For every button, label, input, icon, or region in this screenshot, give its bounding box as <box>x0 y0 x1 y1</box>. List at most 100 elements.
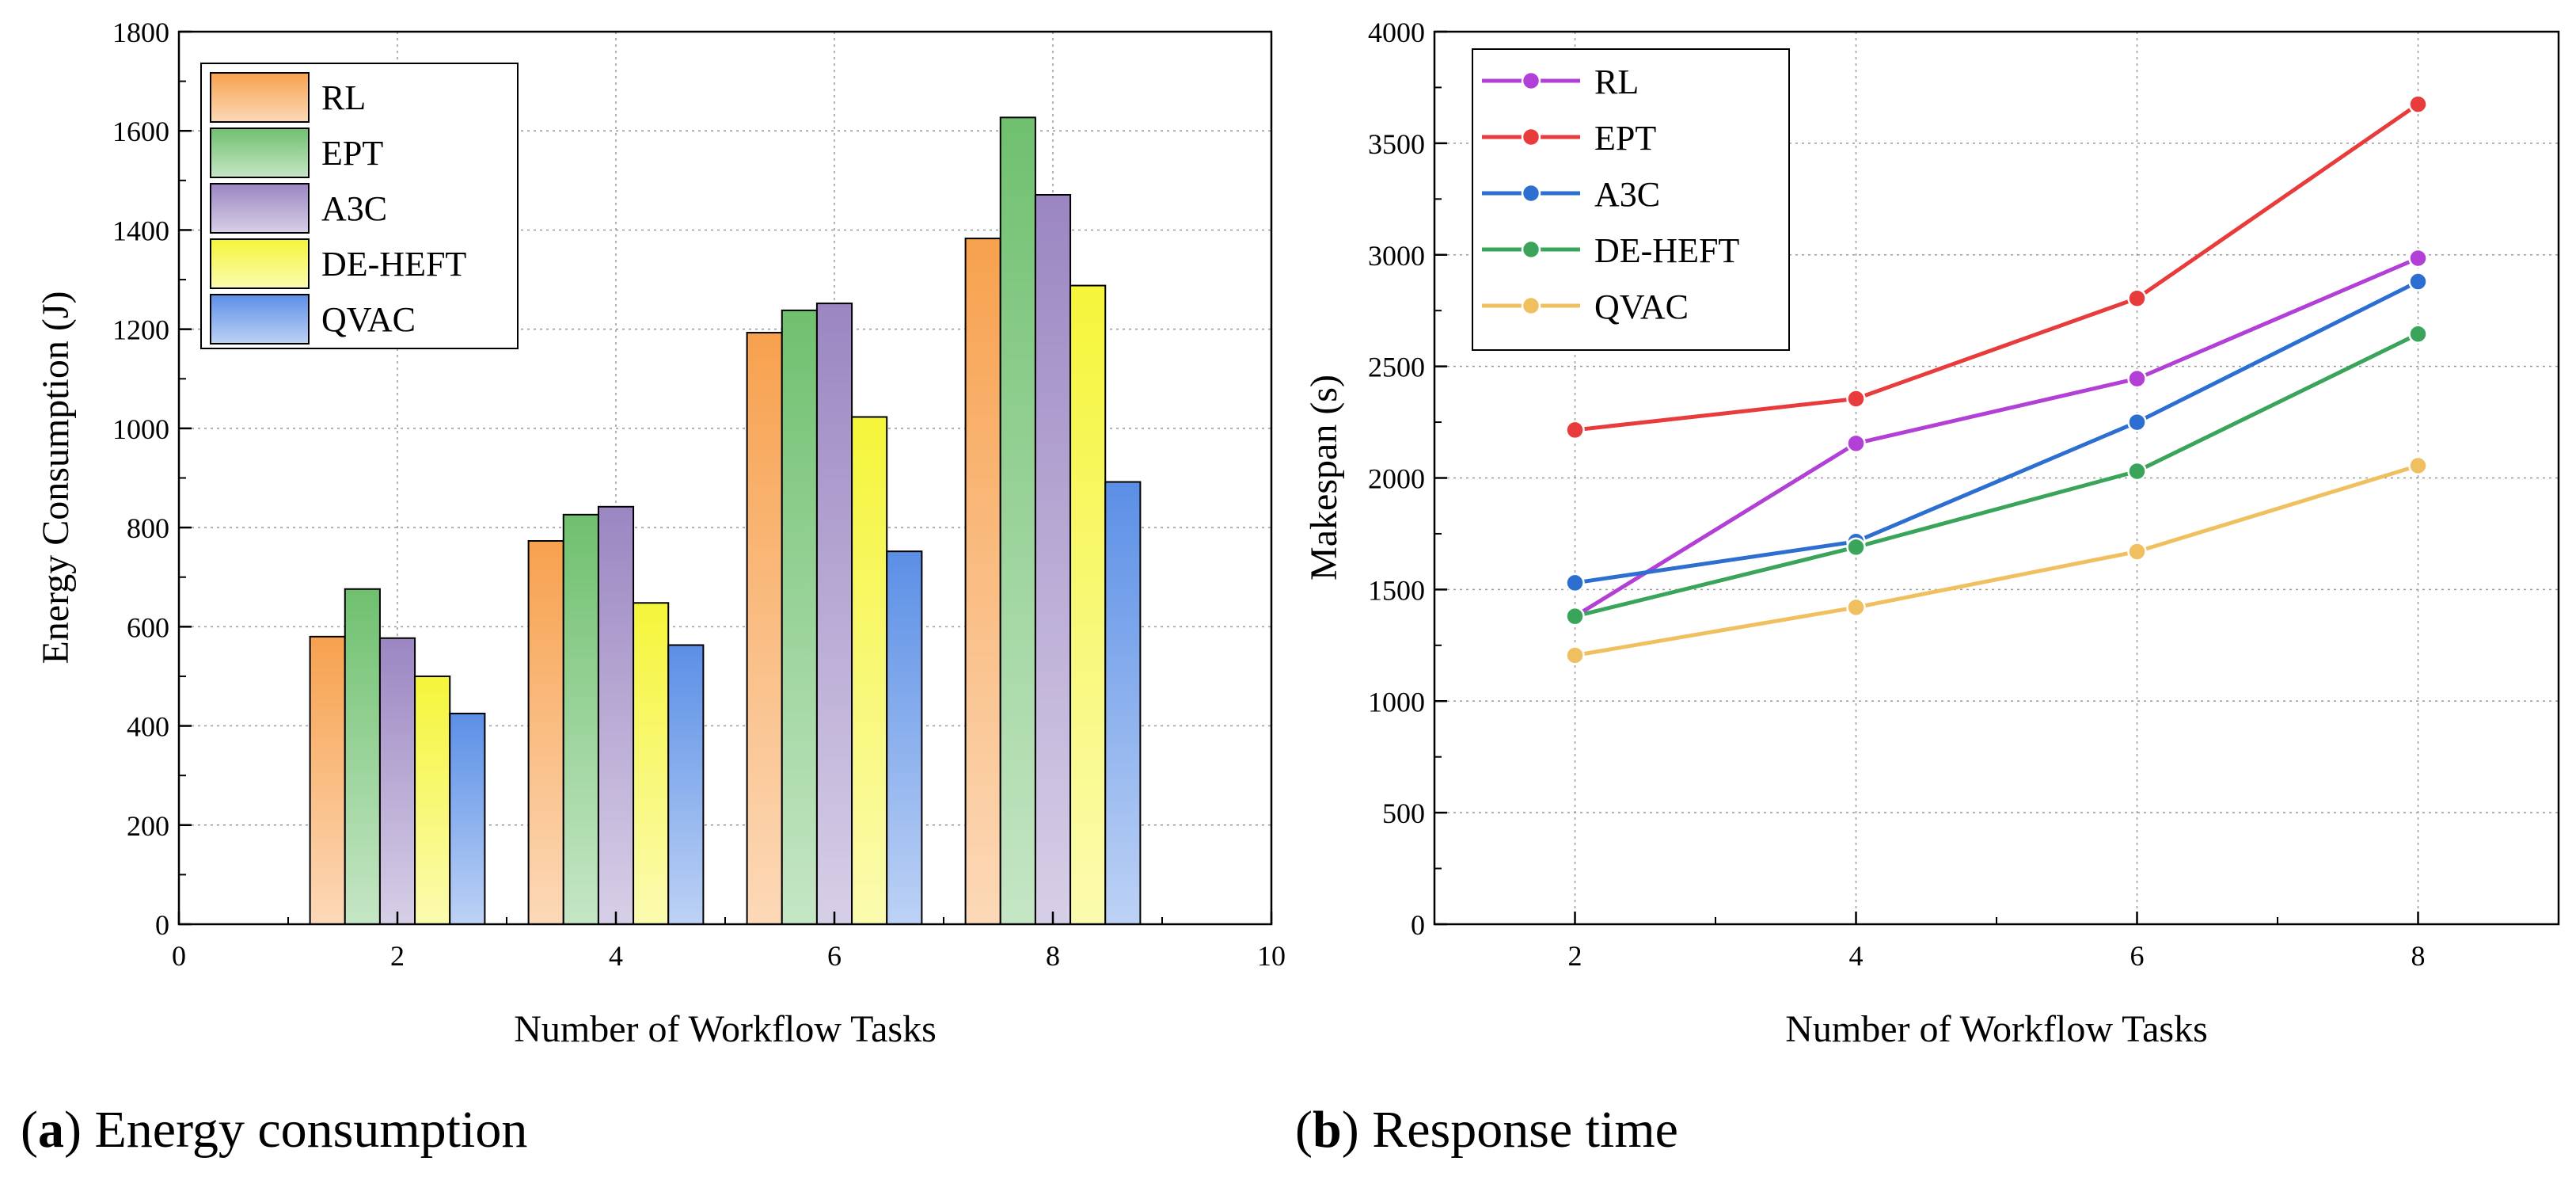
makespan-y-tick-label: 2000 <box>1368 463 1425 495</box>
energy-y-tick-label: 600 <box>127 611 169 643</box>
makespan-legend-marker <box>1521 239 1541 260</box>
energy-bar-a3c-8 <box>1034 193 1072 926</box>
energy-bar-qvac-4 <box>667 644 705 925</box>
makespan-point-ept-4 <box>1846 389 1866 409</box>
energy-caption-text: Energy consumption <box>82 1101 527 1159</box>
energy-bar-qvac-2 <box>449 712 486 925</box>
makespan-point-de-heft-2 <box>1565 606 1585 626</box>
energy-bar-ept-4 <box>562 513 599 925</box>
makespan-caption-text: Response time <box>1359 1101 1678 1159</box>
makespan-caption: (b) Response time <box>1295 1101 1678 1159</box>
makespan-legend-label: A3C <box>1594 175 1660 214</box>
energy-legend: RL EPT A3C DE-HEFT QVAC <box>200 63 519 349</box>
energy-grid <box>179 32 1271 924</box>
makespan-point-qvac-2 <box>1565 645 1585 665</box>
makespan-y-tick-label: 4000 <box>1368 17 1425 48</box>
energy-y-tick-label: 1400 <box>112 215 169 246</box>
makespan-legend-marker <box>1521 295 1541 316</box>
makespan-point-ept-8 <box>2408 94 2428 114</box>
makespan-point-rl-6 <box>2127 368 2147 389</box>
makespan-legend-label: DE-HEFT <box>1594 231 1739 270</box>
energy-legend-swatch <box>210 238 310 289</box>
makespan-legend-marker <box>1521 183 1541 204</box>
makespan-x-tick-label: 6 <box>2130 940 2145 972</box>
makespan-legend-label: EPT <box>1594 119 1656 158</box>
energy-bar-chart: 0 2 4 6 8 10 0 200 400 600 800 1000 1200 1400 1600 1800… <box>21 17 1286 1159</box>
makespan-legend-marker <box>1521 70 1541 91</box>
makespan-point-ept-6 <box>2127 288 2147 308</box>
makespan-legend-marker <box>1521 127 1541 147</box>
makespan-y-axis-label: Makespan (s) <box>1303 375 1345 581</box>
makespan-point-de-heft-4 <box>1846 537 1866 558</box>
energy-y-tick-label: 1200 <box>112 314 169 346</box>
energy-x-tick-label: 6 <box>827 940 842 972</box>
energy-y-tick-label: 1800 <box>112 17 169 48</box>
energy-y-axis-label: Energy Consumption (J) <box>35 291 77 664</box>
energy-x-tick-label: 8 <box>1046 940 1060 972</box>
makespan-y-tick-label: 2500 <box>1368 352 1425 383</box>
energy-bar-rl-8 <box>964 238 1001 926</box>
energy-x-tick-label: 2 <box>390 940 405 972</box>
energy-y-tick-label: 800 <box>127 512 169 544</box>
makespan-point-qvac-6 <box>2127 542 2147 562</box>
energy-bar-a3c-4 <box>597 505 635 925</box>
energy-legend-label: QVAC <box>321 300 416 339</box>
makespan-point-de-heft-8 <box>2408 324 2428 345</box>
energy-bar-ept-2 <box>344 588 381 925</box>
makespan-lines <box>1565 94 2428 665</box>
energy-x-tick-label: 4 <box>609 940 623 972</box>
energy-legend-swatch <box>210 183 310 234</box>
makespan-ticks: 2 4 6 8 0 500 1000 1500 2000 2500 3000 3500 4000 <box>1368 17 2426 972</box>
energy-bar-de-heft-6 <box>851 416 888 925</box>
energy-caption-letter: a <box>38 1101 64 1159</box>
makespan-point-qvac-4 <box>1846 597 1866 618</box>
makespan-y-tick-label: 500 <box>1382 798 1425 829</box>
makespan-point-qvac-8 <box>2408 455 2428 476</box>
energy-bar-de-heft-8 <box>1070 284 1107 925</box>
energy-bar-ept-8 <box>999 116 1036 926</box>
energy-bar-rl-6 <box>746 332 783 925</box>
energy-bar-a3c-2 <box>378 637 416 925</box>
energy-caption: (a) Energy consumption <box>21 1101 527 1159</box>
makespan-line-de-heft <box>1574 332 2419 619</box>
energy-legend-label: DE-HEFT <box>321 245 466 284</box>
makespan-x-tick-label: 2 <box>1568 940 1582 972</box>
makespan-x-tick-label: 4 <box>1849 940 1864 972</box>
energy-y-tick-label: 200 <box>127 810 169 842</box>
makespan-point-rl-4 <box>1846 433 1866 454</box>
makespan-line-qvac <box>1575 463 2419 657</box>
energy-y-tick-label: 400 <box>127 711 169 743</box>
energy-legend-label: EPT <box>321 134 383 173</box>
energy-bar-rl-4 <box>527 540 564 925</box>
makespan-y-tick-label: 1500 <box>1368 574 1425 606</box>
energy-y-tick-label: 1600 <box>112 116 169 147</box>
makespan-point-rl-8 <box>2408 248 2428 268</box>
makespan-point-a3c-2 <box>1565 573 1585 593</box>
energy-bar-ept-6 <box>781 309 818 925</box>
energy-legend-swatch <box>210 128 310 178</box>
energy-legend-label: A3C <box>321 189 387 228</box>
energy-y-tick-label: 1000 <box>112 413 169 445</box>
makespan-x-tick-label: 8 <box>2411 940 2426 972</box>
makespan-point-ept-2 <box>1565 420 1585 440</box>
energy-bar-de-heft-2 <box>414 675 451 925</box>
energy-bar-de-heft-4 <box>633 602 670 926</box>
energy-bar-a3c-6 <box>815 303 853 925</box>
makespan-legend: RL EPT A3C DE-HEFT QVAC <box>1472 48 1790 351</box>
energy-x-tick-label: 10 <box>1257 940 1286 972</box>
energy-y-tick-label: 0 <box>155 909 169 941</box>
makespan-y-tick-label: 3000 <box>1368 240 1425 272</box>
makespan-line-a3c <box>1575 280 2419 585</box>
makespan-y-tick-label: 1000 <box>1368 686 1425 718</box>
energy-legend-label: RL <box>321 78 366 117</box>
makespan-line-ept <box>1575 102 2419 432</box>
makespan-y-tick-label: 0 <box>1411 909 1425 941</box>
makespan-line-rl <box>1574 256 2419 619</box>
makespan-x-axis-label: Number of Workflow Tasks <box>1785 1008 2208 1050</box>
makespan-legend-label: RL <box>1594 63 1639 101</box>
energy-x-tick-label: 0 <box>172 940 186 972</box>
energy-bar-qvac-8 <box>1104 481 1142 925</box>
energy-x-axis-label: Number of Workflow Tasks <box>514 1008 937 1050</box>
energy-legend-swatch <box>210 72 310 123</box>
